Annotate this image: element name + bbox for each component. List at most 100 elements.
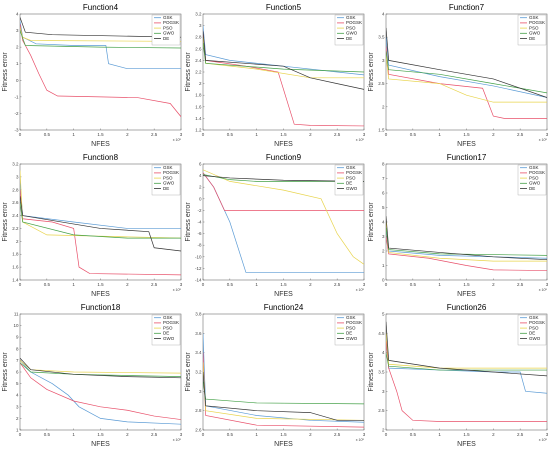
y-tick-label: 2.8 (195, 35, 202, 40)
legend-entry: GWO (529, 181, 541, 186)
legend-entry: GSK (529, 165, 539, 170)
x-axis-multiplier: x 10⁵ (539, 138, 548, 142)
x-tick-label: 3 (180, 432, 183, 437)
x-tick-label: 1.5 (463, 432, 470, 437)
x-tick-label: 1 (438, 132, 441, 137)
chart-panel: Function7 1.5 2 2.5 3 3.5 4 0 0.5 1 1.5 2 2.5 3 x 10⁵ N… (368, 2, 550, 152)
y-tick-label: 3.6 (195, 331, 202, 336)
x-axis-label: NFES (91, 141, 110, 148)
x-tick-label: 0.5 (410, 282, 417, 287)
series-line-pogsk (203, 172, 364, 211)
legend-entry: POGSK (529, 20, 545, 25)
y-tick-label: 1.6 (195, 104, 202, 109)
legend-entry: GSK (346, 165, 356, 170)
x-tick-label: 2 (492, 282, 495, 287)
x-axis-multiplier: x 10⁵ (173, 288, 182, 292)
chart-title: Function4 (83, 3, 119, 12)
x-tick-label: 1 (72, 282, 75, 287)
x-tick-label: 2 (309, 132, 312, 137)
legend-entry: DE (346, 181, 352, 186)
y-axis-label: Fitness error (368, 52, 375, 92)
series-line-gsk (203, 333, 364, 423)
x-tick-label: 2 (492, 432, 495, 437)
y-tick-label: 6 (382, 191, 385, 196)
series-line-gsk (386, 37, 547, 98)
chart-title: Function24 (264, 303, 304, 312)
legend-box (151, 14, 181, 46)
y-tick-label: 3 (382, 234, 385, 239)
legend-entry: PSO (163, 175, 173, 180)
x-axis-label: NFES (274, 141, 293, 148)
y-axis-label: Fitness error (368, 202, 375, 242)
x-axis-multiplier: x 10⁵ (356, 438, 365, 442)
legend-entry: GWO (346, 336, 358, 341)
series-line-gwo (203, 371, 364, 421)
legend-entry: GWO (529, 31, 541, 36)
series-line-de (386, 27, 547, 98)
legend-box (334, 314, 364, 346)
x-axis-multiplier: x 10⁵ (173, 438, 182, 442)
y-tick-label: 7 (382, 176, 385, 181)
x-tick-label: 0.5 (44, 132, 51, 137)
y-tick-label: 3 (16, 174, 19, 179)
y-tick-label: 2 (199, 185, 202, 190)
chart-panel: Function4 -3 -2 -1 0 1 2 3 4 0 0.5 1 1.5 2 2.5 3 x 10⁵ NF… (2, 2, 185, 152)
chart-svg: Function9 -14 -12 -10 -8 -6 -4 -2 0 2 4 6 0 0.5 1 1.5 2 2… (185, 153, 366, 298)
x-tick-label: 0.5 (227, 282, 234, 287)
y-tick-label: 2.8 (12, 187, 19, 192)
y-tick-label: 0 (16, 78, 19, 83)
y-tick-label: 2 (16, 416, 19, 421)
legend-entry: DE (346, 331, 352, 336)
series-line-pogsk (20, 23, 181, 117)
y-tick-label: 4.5 (378, 331, 385, 336)
x-tick-label: 1.5 (463, 132, 470, 137)
x-axis-multiplier: x 10⁵ (539, 438, 548, 442)
x-tick-label: 2 (126, 282, 129, 287)
x-tick-label: 2.5 (517, 432, 524, 437)
y-tick-label: 1.4 (195, 116, 202, 121)
legend-box (517, 314, 547, 346)
legend-entry: GSK (163, 165, 173, 170)
y-tick-label: 3 (199, 389, 202, 394)
y-tick-label: 1.4 (12, 278, 19, 283)
x-tick-label: 0 (19, 432, 22, 437)
y-tick-label: 2.4 (12, 213, 19, 218)
legend-entry: DE (529, 186, 535, 191)
x-tick-label: 0 (202, 132, 205, 137)
y-tick-label: 1.2 (195, 128, 202, 133)
y-tick-label: -4 (197, 220, 201, 225)
y-tick-label: 4 (16, 393, 19, 398)
y-tick-label: 4 (382, 12, 385, 17)
series-line-gwo (20, 357, 181, 379)
y-tick-label: 5 (382, 205, 385, 210)
legend-entry: DE (529, 36, 535, 41)
series-line-pogsk (386, 341, 547, 422)
y-tick-label: -8 (197, 243, 201, 248)
x-tick-label: 1.5 (463, 282, 470, 287)
x-tick-label: 2.5 (151, 132, 158, 137)
legend-box (517, 14, 547, 46)
y-tick-label: -1 (14, 94, 18, 99)
x-tick-label: 0.5 (44, 282, 51, 287)
legend-entry: POGSK (529, 170, 545, 175)
y-tick-label: 3 (16, 404, 19, 409)
legend-entry: DE (529, 331, 535, 336)
legend-entry: GWO (346, 31, 358, 36)
y-tick-label: 3.8 (195, 312, 202, 317)
x-tick-label: 1 (72, 432, 75, 437)
legend-entry: GSK (529, 315, 539, 320)
y-tick-label: 3 (382, 58, 385, 63)
chart-panel: Function9 -14 -12 -10 -8 -6 -4 -2 0 2 4 6 0 0.5 1 1.5 2 2… (185, 152, 368, 302)
x-tick-label: 1 (438, 432, 441, 437)
series-line-gwo (203, 42, 364, 73)
y-tick-label: 3.4 (195, 350, 202, 355)
chart-panel: Function18 1 2 3 4 5 6 7 8 9 10 11 0 0.5 1 1.5 2 2.5 3 x 10… (2, 302, 185, 452)
series-line-pso (386, 55, 547, 103)
legend-entry: GWO (529, 336, 541, 341)
y-tick-label: 0 (199, 196, 202, 201)
x-tick-label: 2 (492, 132, 495, 137)
x-tick-label: 1.5 (280, 432, 287, 437)
